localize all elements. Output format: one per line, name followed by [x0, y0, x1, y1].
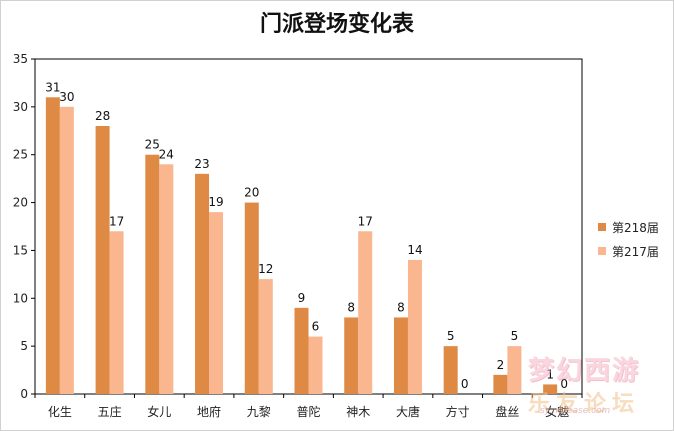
data-label-series-1-1: 28 [95, 109, 110, 123]
x-tick-label-4: 九黎 [247, 405, 271, 419]
x-tick-label-10: 女魃 [545, 404, 569, 419]
y-tick-label-2: 10 [13, 291, 28, 305]
watermark-url-text: sy.netease.com [540, 406, 611, 416]
data-label-series-2-6: 17 [358, 214, 373, 228]
legend-item-series-1: 第218届 [598, 215, 659, 239]
data-label-series-2-4: 12 [258, 262, 273, 276]
data-label-series-2-7: 14 [407, 243, 422, 257]
bar-series-2-2 [159, 164, 174, 394]
chart-legend: 第218届 第217届 [598, 215, 659, 263]
legend-label-series-1: 第218届 [612, 220, 659, 235]
data-label-series-1-10: 1 [546, 367, 554, 381]
x-tick-label-3: 地府 [197, 404, 221, 419]
chart-title: 门派登场变化表 [259, 12, 414, 37]
bar-series-2-7 [407, 260, 422, 394]
bar-series-2-1 [109, 231, 124, 394]
data-label-series-2-2: 24 [159, 147, 174, 161]
x-tick-label-2: 女儿 [147, 404, 171, 419]
x-tick-label-8: 方寸 [446, 404, 470, 419]
bar-series-1-5 [294, 307, 309, 394]
y-tick-label-7: 35 [13, 52, 28, 66]
bar-series-1-7 [393, 317, 408, 394]
bar-series-2-6 [358, 231, 373, 394]
data-label-series-1-6: 8 [347, 300, 355, 314]
data-label-series-2-9: 5 [511, 329, 519, 343]
data-label-series-1-8: 5 [447, 329, 455, 343]
bar-series-1-0 [45, 97, 60, 395]
bar-series-2-5 [308, 336, 323, 394]
data-label-series-2-5: 6 [312, 320, 320, 334]
data-label-series-2-8: 0 [461, 377, 469, 391]
x-tick-label-1: 五庄 [98, 404, 122, 419]
bar-series-1-2 [145, 154, 160, 394]
watermark-sub-text: 乐友论坛 [528, 392, 641, 417]
y-tick-label-5: 25 [13, 148, 28, 162]
y-tick-label-6: 30 [13, 100, 28, 114]
bar-series-2-4 [258, 279, 273, 394]
y-tick-label-0: 0 [20, 387, 28, 401]
data-label-series-2-0: 30 [59, 90, 74, 104]
watermark-logo: 梦幻西游 乐友论坛 sy.netease.com [528, 350, 668, 426]
watermark-main-text: 梦幻西游 [528, 356, 641, 386]
legend-swatch-series-1 [598, 223, 606, 231]
data-label-series-1-2: 25 [145, 138, 160, 152]
x-tick-label-5: 普陀 [296, 404, 320, 419]
bar-series-2-9 [507, 346, 522, 394]
x-tick-label-9: 盘丝 [495, 404, 519, 419]
legend-item-series-2: 第217届 [598, 239, 659, 263]
data-label-series-1-7: 8 [397, 300, 405, 314]
legend-swatch-series-2 [598, 247, 606, 255]
bar-series-2-3 [209, 212, 224, 394]
bar-series-1-4 [244, 202, 259, 394]
data-label-series-1-5: 9 [298, 291, 306, 305]
data-label-series-1-0: 31 [45, 80, 60, 94]
x-tick-label-6: 神木 [346, 405, 370, 419]
x-tick-label-0: 化生 [48, 405, 72, 419]
y-tick-label-1: 5 [20, 339, 28, 353]
bar-series-1-8 [443, 346, 458, 394]
legend-label-series-2: 第217届 [612, 244, 659, 259]
y-tick-label-3: 15 [13, 243, 28, 257]
data-label-series-2-1: 17 [109, 214, 124, 228]
y-tick-label-4: 20 [13, 196, 28, 210]
data-label-series-1-9: 2 [497, 358, 505, 372]
bar-series-1-9 [493, 374, 508, 394]
data-label-series-1-4: 20 [244, 186, 259, 200]
bar-series-1-3 [195, 173, 210, 394]
data-label-series-2-10: 0 [560, 377, 568, 391]
x-tick-label-7: 大唐 [396, 404, 420, 419]
data-label-series-1-3: 23 [194, 157, 209, 171]
bar-series-1-10 [543, 384, 558, 394]
data-label-series-2-3: 19 [208, 195, 223, 209]
bar-series-1-6 [344, 317, 359, 394]
bar-series-1-1 [95, 126, 110, 394]
bar-series-2-0 [59, 106, 74, 394]
